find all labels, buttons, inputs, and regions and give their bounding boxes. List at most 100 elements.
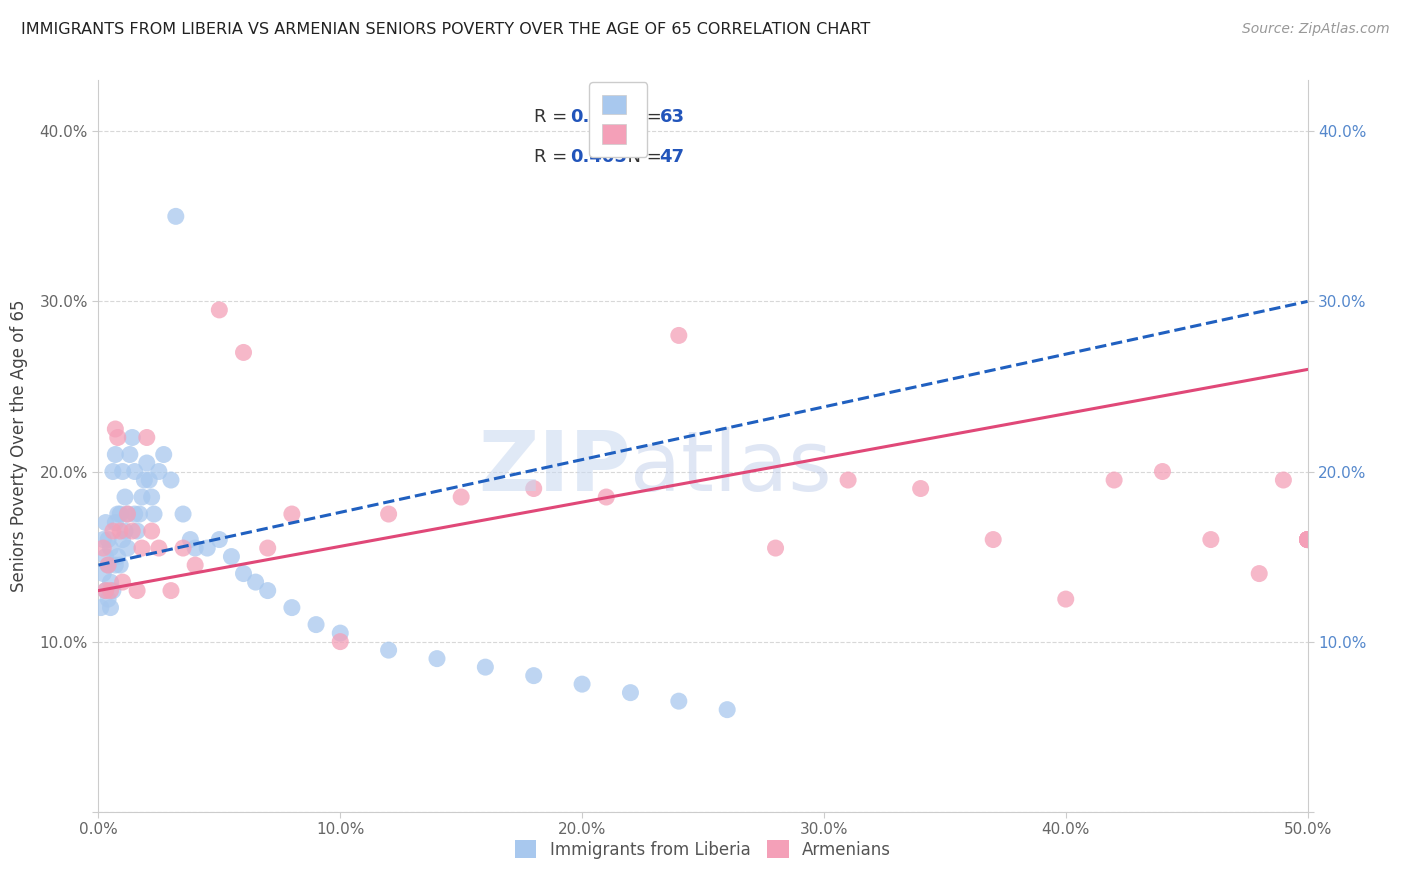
Text: 0.405: 0.405 bbox=[569, 148, 627, 166]
Point bbox=[108, 507, 131, 521]
Point bbox=[1296, 533, 1319, 547]
Point bbox=[111, 533, 134, 547]
Point bbox=[124, 465, 146, 479]
Point bbox=[165, 210, 187, 224]
Point bbox=[256, 583, 278, 598]
Point bbox=[148, 541, 170, 555]
Point bbox=[474, 660, 496, 674]
Point bbox=[1272, 473, 1295, 487]
Point bbox=[94, 549, 117, 564]
Point bbox=[117, 507, 139, 521]
Point bbox=[523, 482, 546, 496]
Point bbox=[100, 583, 122, 598]
Point bbox=[111, 575, 134, 590]
Point bbox=[121, 524, 143, 538]
Point bbox=[131, 490, 153, 504]
Point bbox=[128, 507, 150, 521]
Point bbox=[107, 430, 129, 444]
Point bbox=[94, 516, 117, 530]
Point bbox=[107, 507, 129, 521]
Text: IMMIGRANTS FROM LIBERIA VS ARMENIAN SENIORS POVERTY OVER THE AGE OF 65 CORRELATI: IMMIGRANTS FROM LIBERIA VS ARMENIAN SENI… bbox=[21, 22, 870, 37]
Point bbox=[184, 558, 207, 572]
Point bbox=[108, 558, 131, 572]
Point bbox=[152, 448, 174, 462]
Point bbox=[668, 328, 690, 343]
Point bbox=[148, 465, 170, 479]
Point bbox=[1054, 592, 1077, 607]
Point bbox=[117, 541, 139, 555]
Point bbox=[97, 533, 120, 547]
Point bbox=[91, 533, 114, 547]
Point bbox=[108, 524, 131, 538]
Point bbox=[981, 533, 1004, 547]
Point bbox=[121, 430, 143, 444]
Point bbox=[91, 541, 114, 555]
Point bbox=[208, 533, 231, 547]
Point bbox=[135, 430, 157, 444]
Point bbox=[1296, 533, 1319, 547]
Point bbox=[100, 575, 122, 590]
Point bbox=[1102, 473, 1125, 487]
Point bbox=[160, 583, 183, 598]
Point bbox=[100, 541, 122, 555]
Point bbox=[256, 541, 278, 555]
Point bbox=[94, 583, 117, 598]
Point bbox=[143, 507, 166, 521]
Point bbox=[426, 651, 449, 665]
Point bbox=[160, 473, 183, 487]
Point bbox=[1296, 533, 1319, 547]
Point bbox=[221, 549, 243, 564]
Point bbox=[124, 507, 146, 521]
Point bbox=[668, 694, 690, 708]
Point bbox=[245, 575, 267, 590]
Point bbox=[101, 465, 124, 479]
Point bbox=[184, 541, 207, 555]
Point bbox=[104, 422, 127, 436]
Legend: Immigrants from Liberia, Armenians: Immigrants from Liberia, Armenians bbox=[508, 833, 898, 865]
Point bbox=[1296, 533, 1319, 547]
Point bbox=[172, 541, 194, 555]
Point bbox=[377, 643, 399, 657]
Text: N =: N = bbox=[616, 148, 668, 166]
Text: N =: N = bbox=[616, 108, 668, 126]
Point bbox=[1199, 533, 1222, 547]
Point bbox=[281, 507, 304, 521]
Point bbox=[90, 600, 112, 615]
Point bbox=[232, 566, 254, 581]
Y-axis label: Seniors Poverty Over the Age of 65: Seniors Poverty Over the Age of 65 bbox=[10, 300, 28, 592]
Point bbox=[127, 583, 149, 598]
Point bbox=[94, 583, 117, 598]
Point bbox=[1152, 465, 1174, 479]
Point bbox=[117, 507, 139, 521]
Point bbox=[104, 448, 127, 462]
Point bbox=[114, 524, 136, 538]
Text: 63: 63 bbox=[659, 108, 685, 126]
Point bbox=[114, 490, 136, 504]
Point bbox=[97, 558, 120, 572]
Point bbox=[450, 490, 472, 504]
Point bbox=[595, 490, 617, 504]
Point bbox=[104, 558, 127, 572]
Point bbox=[1296, 533, 1319, 547]
Point bbox=[571, 677, 593, 691]
Point bbox=[837, 473, 859, 487]
Point bbox=[141, 524, 163, 538]
Text: R =: R = bbox=[534, 108, 572, 126]
Point bbox=[97, 592, 120, 607]
Point bbox=[281, 600, 304, 615]
Point bbox=[329, 626, 352, 640]
Point bbox=[208, 302, 231, 317]
Point bbox=[134, 473, 156, 487]
Text: 0.156: 0.156 bbox=[569, 108, 627, 126]
Text: R =: R = bbox=[534, 148, 572, 166]
Point bbox=[101, 583, 124, 598]
Point bbox=[97, 558, 120, 572]
Point bbox=[910, 482, 932, 496]
Point bbox=[107, 549, 129, 564]
Point bbox=[111, 465, 134, 479]
Point bbox=[118, 448, 141, 462]
Point bbox=[195, 541, 218, 555]
Point bbox=[91, 566, 114, 581]
Text: ZIP: ZIP bbox=[478, 427, 630, 508]
Point bbox=[100, 600, 122, 615]
